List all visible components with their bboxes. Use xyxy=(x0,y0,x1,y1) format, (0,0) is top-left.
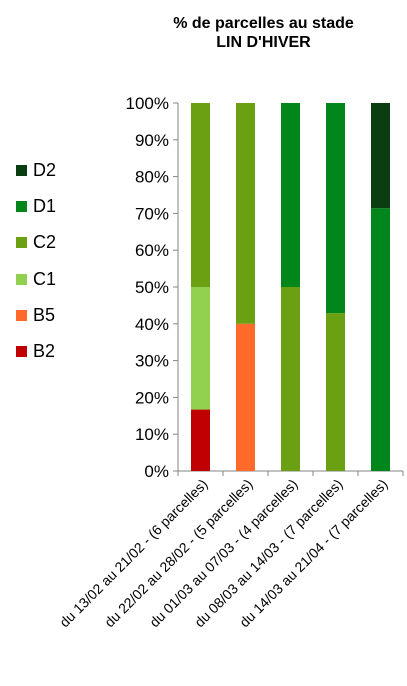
legend-label: D1 xyxy=(33,195,57,216)
legend-label: C2 xyxy=(33,232,57,253)
y-tick-label: 40% xyxy=(135,315,169,334)
legend-swatch xyxy=(16,237,27,249)
y-tick-label: 50% xyxy=(135,278,169,297)
y-tick-label: 90% xyxy=(135,131,169,150)
legend-item-b5: B5 xyxy=(16,297,56,333)
bar-segment-c2 xyxy=(191,103,210,287)
legend-label: B5 xyxy=(33,304,56,325)
legend-item-c2: C2 xyxy=(16,225,56,261)
bar-segment-d2 xyxy=(371,103,390,209)
legend-swatch xyxy=(16,309,27,321)
bar-segment-b2 xyxy=(191,409,210,471)
legend-item-d1: D1 xyxy=(16,188,56,224)
y-tick-label: 100% xyxy=(126,94,169,113)
bar-segment-d1 xyxy=(281,103,300,287)
legend-swatch xyxy=(16,200,27,212)
bar-segment-d1 xyxy=(371,208,390,472)
legend-label: D2 xyxy=(33,159,57,180)
legend-label: B2 xyxy=(33,341,56,362)
legend-swatch xyxy=(16,346,27,358)
legend-item-d2: D2 xyxy=(16,152,56,188)
bar-segment-c2 xyxy=(281,287,300,471)
y-tick-label: 20% xyxy=(135,388,169,407)
bar-segment-b5 xyxy=(236,323,255,471)
bar-segment-d1 xyxy=(326,103,345,314)
y-tick-label: 30% xyxy=(135,352,169,371)
bar-segment-c2 xyxy=(326,313,345,471)
chart-title-line-1: % de parcelles au stade xyxy=(173,15,354,32)
legend-item-b2: B2 xyxy=(16,333,56,369)
legend-label: C1 xyxy=(33,268,57,289)
y-tick-label: 80% xyxy=(135,168,169,187)
legend: D2 D1 C2 C1 B5 B2 xyxy=(16,152,56,370)
y-tick-label: 60% xyxy=(135,241,169,260)
legend-swatch xyxy=(16,273,27,285)
y-tick-label: 70% xyxy=(135,204,169,223)
legend-item-c1: C1 xyxy=(16,261,56,297)
chart-title-line-2: LIN D'HIVER xyxy=(216,34,311,51)
y-tick-label: 10% xyxy=(135,425,169,444)
bar-segment-c1 xyxy=(191,287,210,410)
y-tick-label: 0% xyxy=(144,462,169,481)
bar-segment-c2 xyxy=(236,103,255,324)
legend-swatch xyxy=(16,164,27,176)
